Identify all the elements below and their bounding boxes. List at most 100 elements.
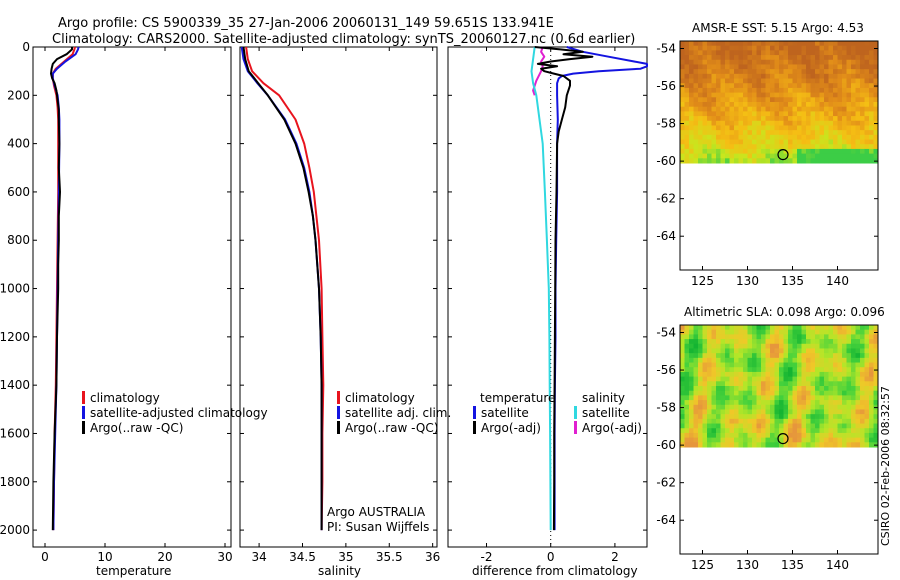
heatmap-cell	[801, 381, 807, 387]
heatmap-cell	[806, 339, 811, 345]
heatmap-cell	[806, 55, 811, 61]
heatmap-cell	[680, 339, 685, 345]
legend-heading: temperature	[480, 391, 555, 405]
heatmap-cell	[783, 343, 789, 349]
heatmap-cell	[828, 376, 834, 382]
heatmap-cell	[824, 348, 829, 354]
heatmap-cell	[774, 343, 780, 349]
heatmap-cell	[801, 97, 807, 103]
heatmap-cell	[842, 41, 847, 47]
heatmap-cell	[765, 55, 771, 61]
heatmap-cell	[770, 367, 775, 373]
heatmap-cell	[788, 64, 793, 70]
heatmap-cell	[855, 97, 861, 103]
heatmap-cell	[869, 381, 874, 387]
heatmap-cell	[680, 97, 685, 103]
heatmap-cell	[747, 45, 753, 51]
heatmap-cell	[716, 144, 721, 150]
heatmap-cell	[738, 120, 744, 126]
heatmap-cell	[797, 428, 802, 434]
heatmap-cell	[743, 125, 748, 131]
series-line-climatology	[51, 46, 76, 531]
heatmap-cell	[698, 87, 703, 94]
heatmap-cell	[752, 41, 757, 47]
heatmap-cell	[797, 395, 802, 401]
heatmap-cell	[851, 92, 856, 98]
heatmap-cell	[779, 428, 784, 434]
heatmap-cell	[707, 102, 712, 108]
heatmap-cell	[698, 339, 703, 345]
heatmap-cell	[833, 69, 838, 75]
heatmap-cell	[855, 428, 861, 434]
heatmap-cell	[756, 329, 762, 335]
heatmap-cell	[770, 409, 775, 415]
heatmap-cell	[815, 329, 820, 335]
x-tick-label: 2	[611, 550, 619, 564]
legend: climatology satellite adj. clim. Argo(..…	[337, 391, 451, 435]
heatmap-cell	[869, 55, 874, 61]
heatmap-cell	[716, 59, 721, 65]
heatmap-cell	[752, 83, 757, 89]
heatmap-cell	[797, 339, 802, 345]
heatmap-cell	[855, 134, 861, 141]
heatmap-cell	[680, 153, 685, 159]
heatmap-cell	[851, 428, 856, 434]
heatmap-cell	[860, 381, 865, 387]
heatmap-cell	[689, 125, 694, 131]
heatmap-cell	[707, 432, 712, 439]
heatmap-cell	[851, 442, 856, 448]
heatmap-cell	[756, 414, 762, 420]
heatmap-cell	[743, 106, 748, 112]
heatmap-cell	[770, 418, 775, 425]
heatmap-cell	[689, 400, 694, 406]
heatmap-cell	[792, 371, 798, 378]
heatmap-cell	[761, 106, 766, 112]
heatmap-cell	[693, 400, 699, 406]
heatmap-cell	[761, 357, 766, 364]
heatmap-cell	[819, 139, 825, 145]
heatmap-cell	[720, 73, 726, 80]
heatmap-cell	[761, 339, 766, 345]
heatmap-cell	[743, 144, 748, 150]
heatmap-cell	[711, 404, 717, 410]
heatmap-cell	[707, 339, 712, 345]
heatmap-cell	[846, 390, 852, 396]
heatmap-cell	[842, 69, 847, 75]
heatmap-cell	[815, 367, 820, 373]
heatmap-cell	[833, 371, 838, 378]
heatmap-cell	[828, 144, 834, 150]
heatmap-cell	[797, 69, 802, 75]
heatmap-cell	[846, 78, 852, 84]
heatmap-cell	[738, 92, 744, 98]
heatmap-cell	[869, 353, 874, 359]
heatmap-cell	[734, 367, 739, 373]
heatmap-cell	[801, 414, 807, 420]
heatmap-cell	[716, 367, 721, 373]
heatmap-cell	[828, 97, 834, 103]
heatmap-cell	[729, 120, 735, 126]
heatmap-cell	[819, 83, 825, 89]
heatmap-cell	[774, 339, 780, 345]
heatmap-cell	[752, 64, 757, 70]
heatmap-cell	[801, 339, 807, 345]
heatmap-cell	[689, 414, 694, 420]
heatmap-cell	[743, 395, 748, 401]
heatmap-cell	[837, 362, 843, 368]
heatmap-cell	[693, 381, 699, 387]
heatmap-cell	[788, 371, 793, 378]
heatmap-cell	[689, 432, 694, 439]
heatmap-cell	[693, 139, 699, 145]
heatmap-cell	[702, 414, 708, 420]
heatmap-cell	[738, 45, 744, 51]
heatmap-cell	[707, 428, 712, 434]
heatmap-cell	[774, 371, 780, 378]
heatmap-cell	[738, 116, 744, 122]
heatmap-cell	[846, 376, 852, 382]
heatmap-cell	[815, 376, 820, 382]
heatmap-cell	[815, 64, 820, 70]
heatmap-cell	[842, 64, 847, 70]
heatmap-cell	[797, 130, 802, 136]
heatmap-cell	[828, 41, 834, 47]
heatmap-cell	[774, 153, 780, 159]
heatmap-cell	[824, 418, 829, 425]
